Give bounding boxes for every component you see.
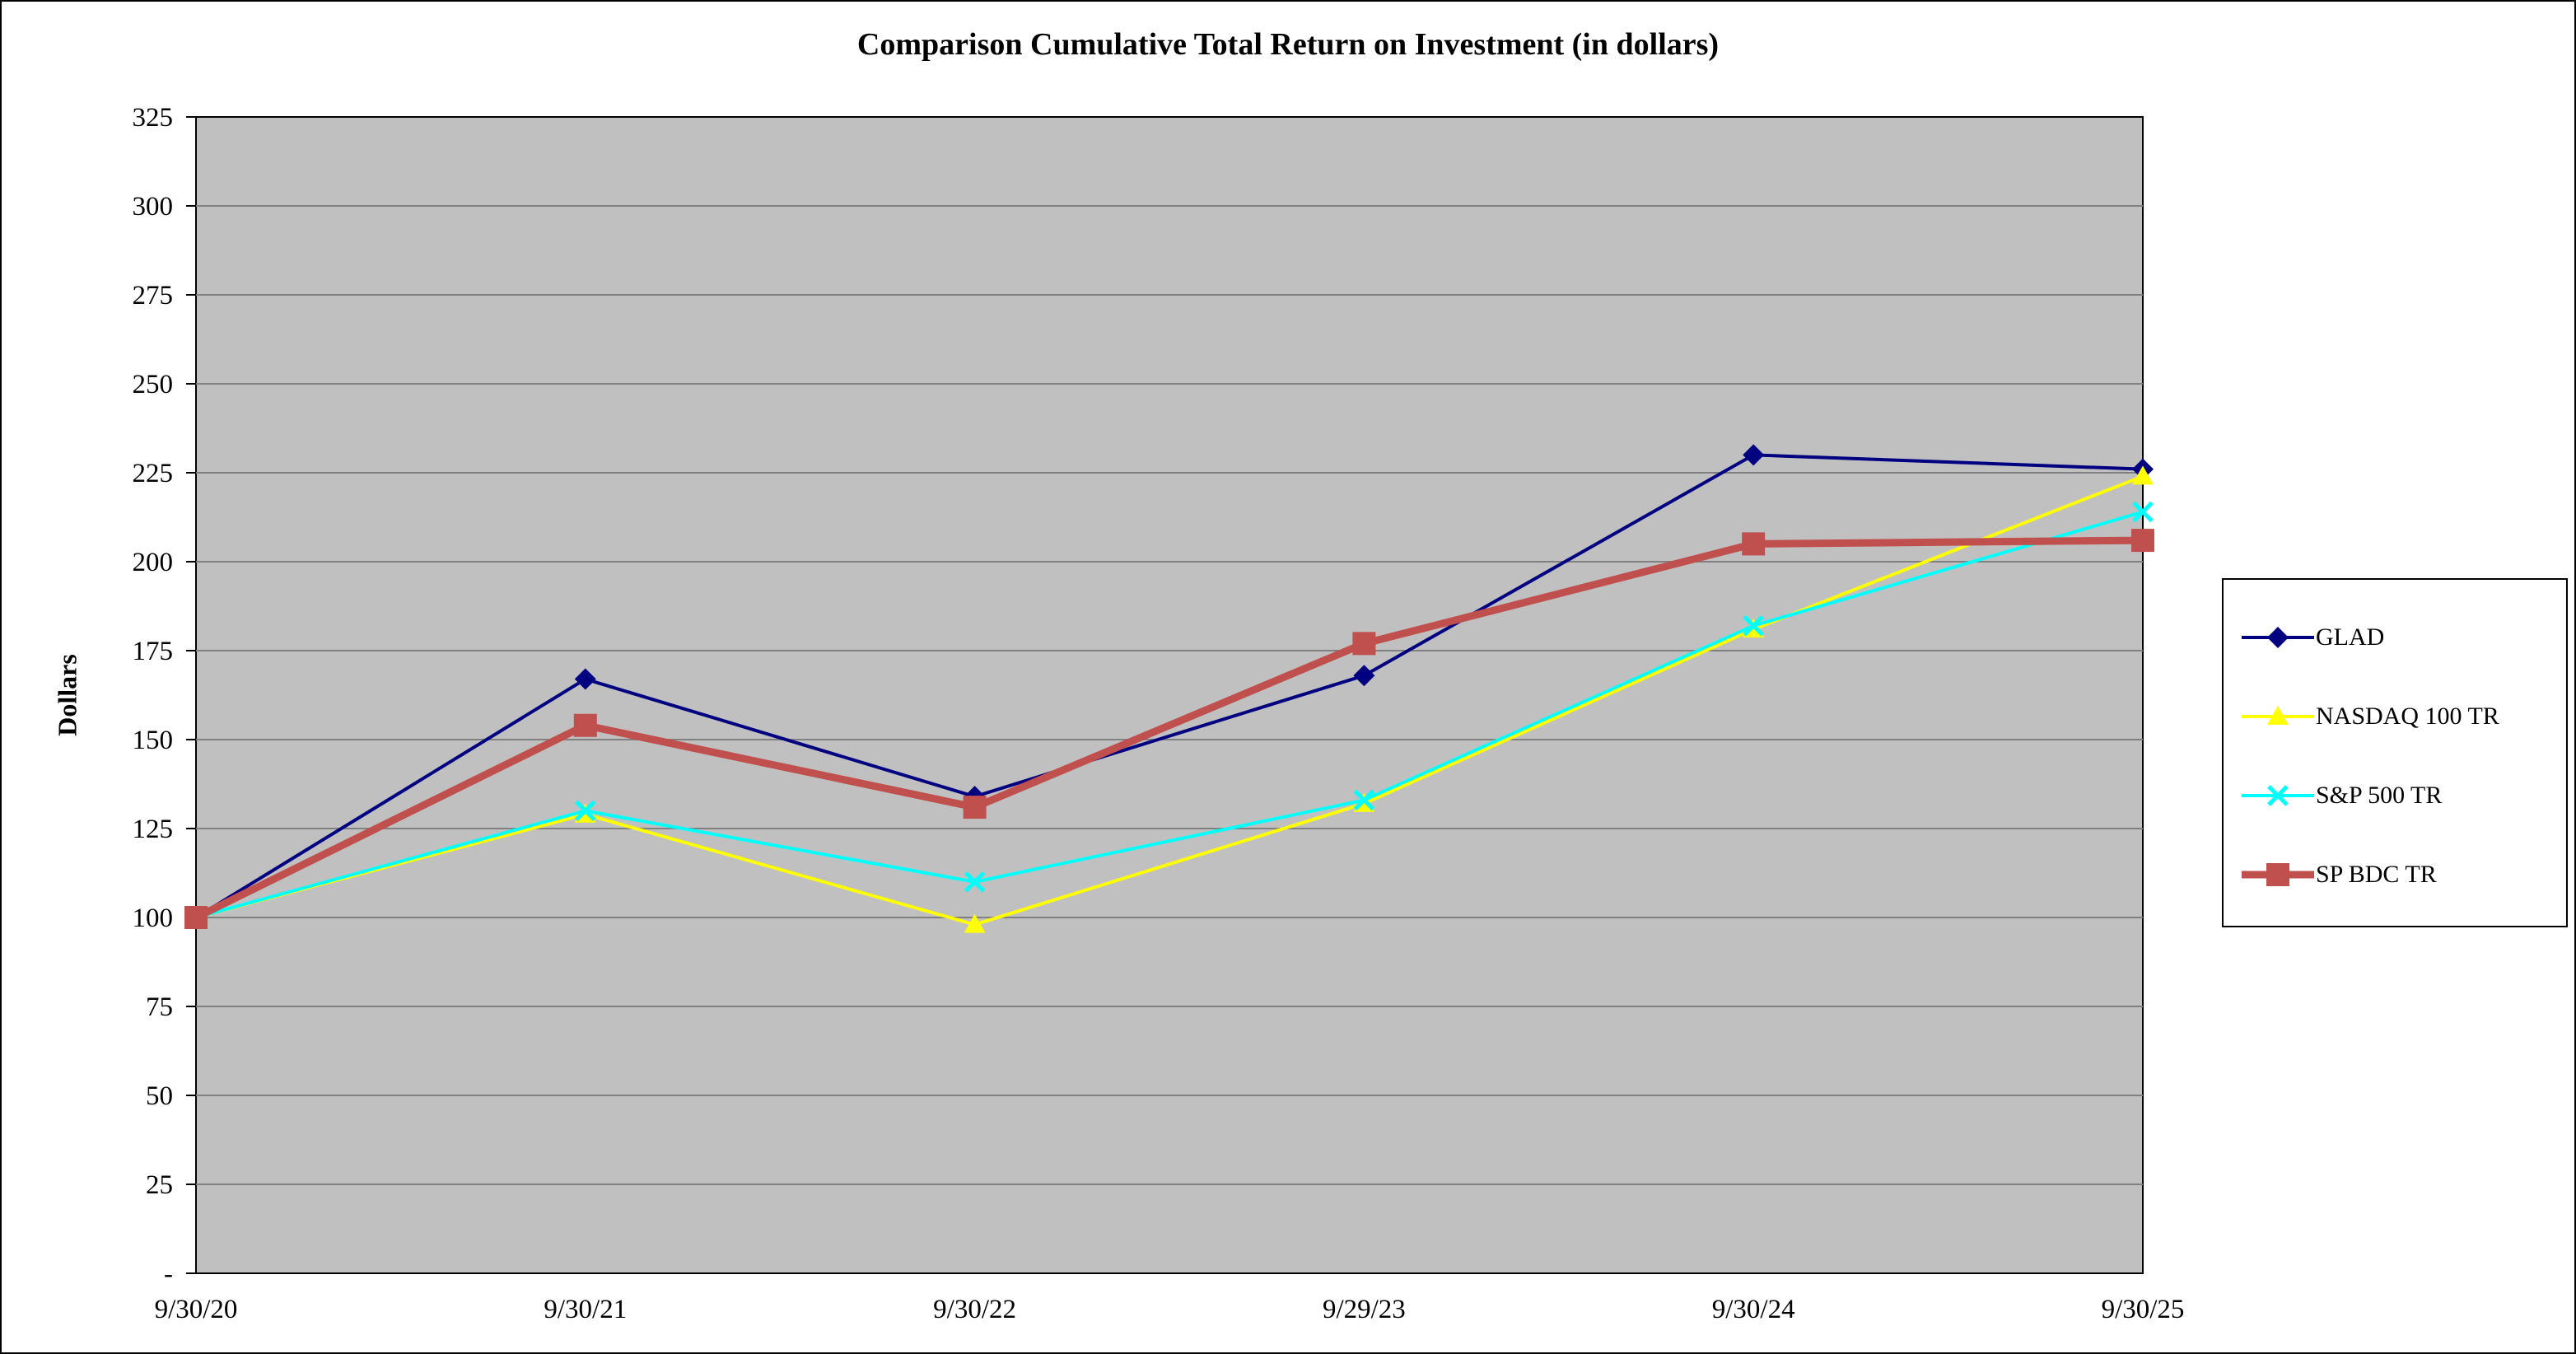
y-tick-label: 25 (146, 1170, 173, 1200)
chart-title: Comparison Cumulative Total Return on In… (856, 27, 1720, 62)
y-tick-label: 75 (146, 992, 173, 1022)
y-tick-label: 325 (133, 103, 174, 133)
legend-entry: S&P 500 TR (2242, 756, 2566, 835)
x-tick-label: 9/30/24 (1712, 1295, 1795, 1324)
legend-swatch-triangle-icon (2242, 706, 2314, 725)
x-tick-label: 9/29/23 (1323, 1295, 1406, 1324)
legend-swatch-square-icon (2242, 863, 2314, 886)
x-axis: 9/30/20 9/30/21 9/30/22 9/29/23 9/30/24 9/30/… (155, 1295, 2185, 1324)
x-tick-label: 9/30/25 (2102, 1295, 2185, 1324)
legend-label: GLAD (2316, 623, 2385, 651)
legend-entry: SP BDC TR (2242, 835, 2566, 914)
y-tick-label: 200 (133, 548, 174, 577)
gridlines (196, 205, 2143, 1185)
legend-label: SP BDC TR (2316, 861, 2437, 888)
y-tick-label: 225 (133, 459, 174, 488)
legend-label: NASDAQ 100 TR (2316, 703, 2499, 730)
x-tick-label: 9/30/22 (933, 1295, 1016, 1324)
y-tick-label: 175 (133, 637, 174, 666)
y-tick-label: 50 (146, 1081, 173, 1111)
series-sp-bdc-tr (184, 529, 2154, 929)
legend-entry: GLAD (2242, 598, 2566, 677)
y-tick-label: 100 (133, 903, 174, 933)
y-tick-label: 250 (133, 370, 174, 399)
y-tick-label: 300 (133, 192, 174, 222)
y-tick-label: 150 (133, 726, 174, 755)
y-tick-label: 275 (133, 281, 174, 310)
y-tick-label: - (164, 1259, 173, 1289)
x-tick-label: 9/30/21 (544, 1295, 627, 1324)
legend-label: S&P 500 TR (2316, 782, 2443, 809)
legend-swatch-x-icon (2242, 785, 2314, 806)
legend-entry: NASDAQ 100 TR (2242, 677, 2566, 756)
legend-swatch-diamond-icon (2242, 627, 2314, 648)
y-tick-label: 125 (133, 815, 174, 844)
y-axis: - 25 50 75 100 125 150 175 200 225 250 275 300 325 (133, 103, 196, 1289)
x-tick-label: 9/30/20 (155, 1295, 238, 1324)
chart-legend: GLAD NASDAQ 100 TR S&P 500 TR SP BDC TR (2222, 578, 2568, 927)
plot-background (195, 116, 2144, 1274)
